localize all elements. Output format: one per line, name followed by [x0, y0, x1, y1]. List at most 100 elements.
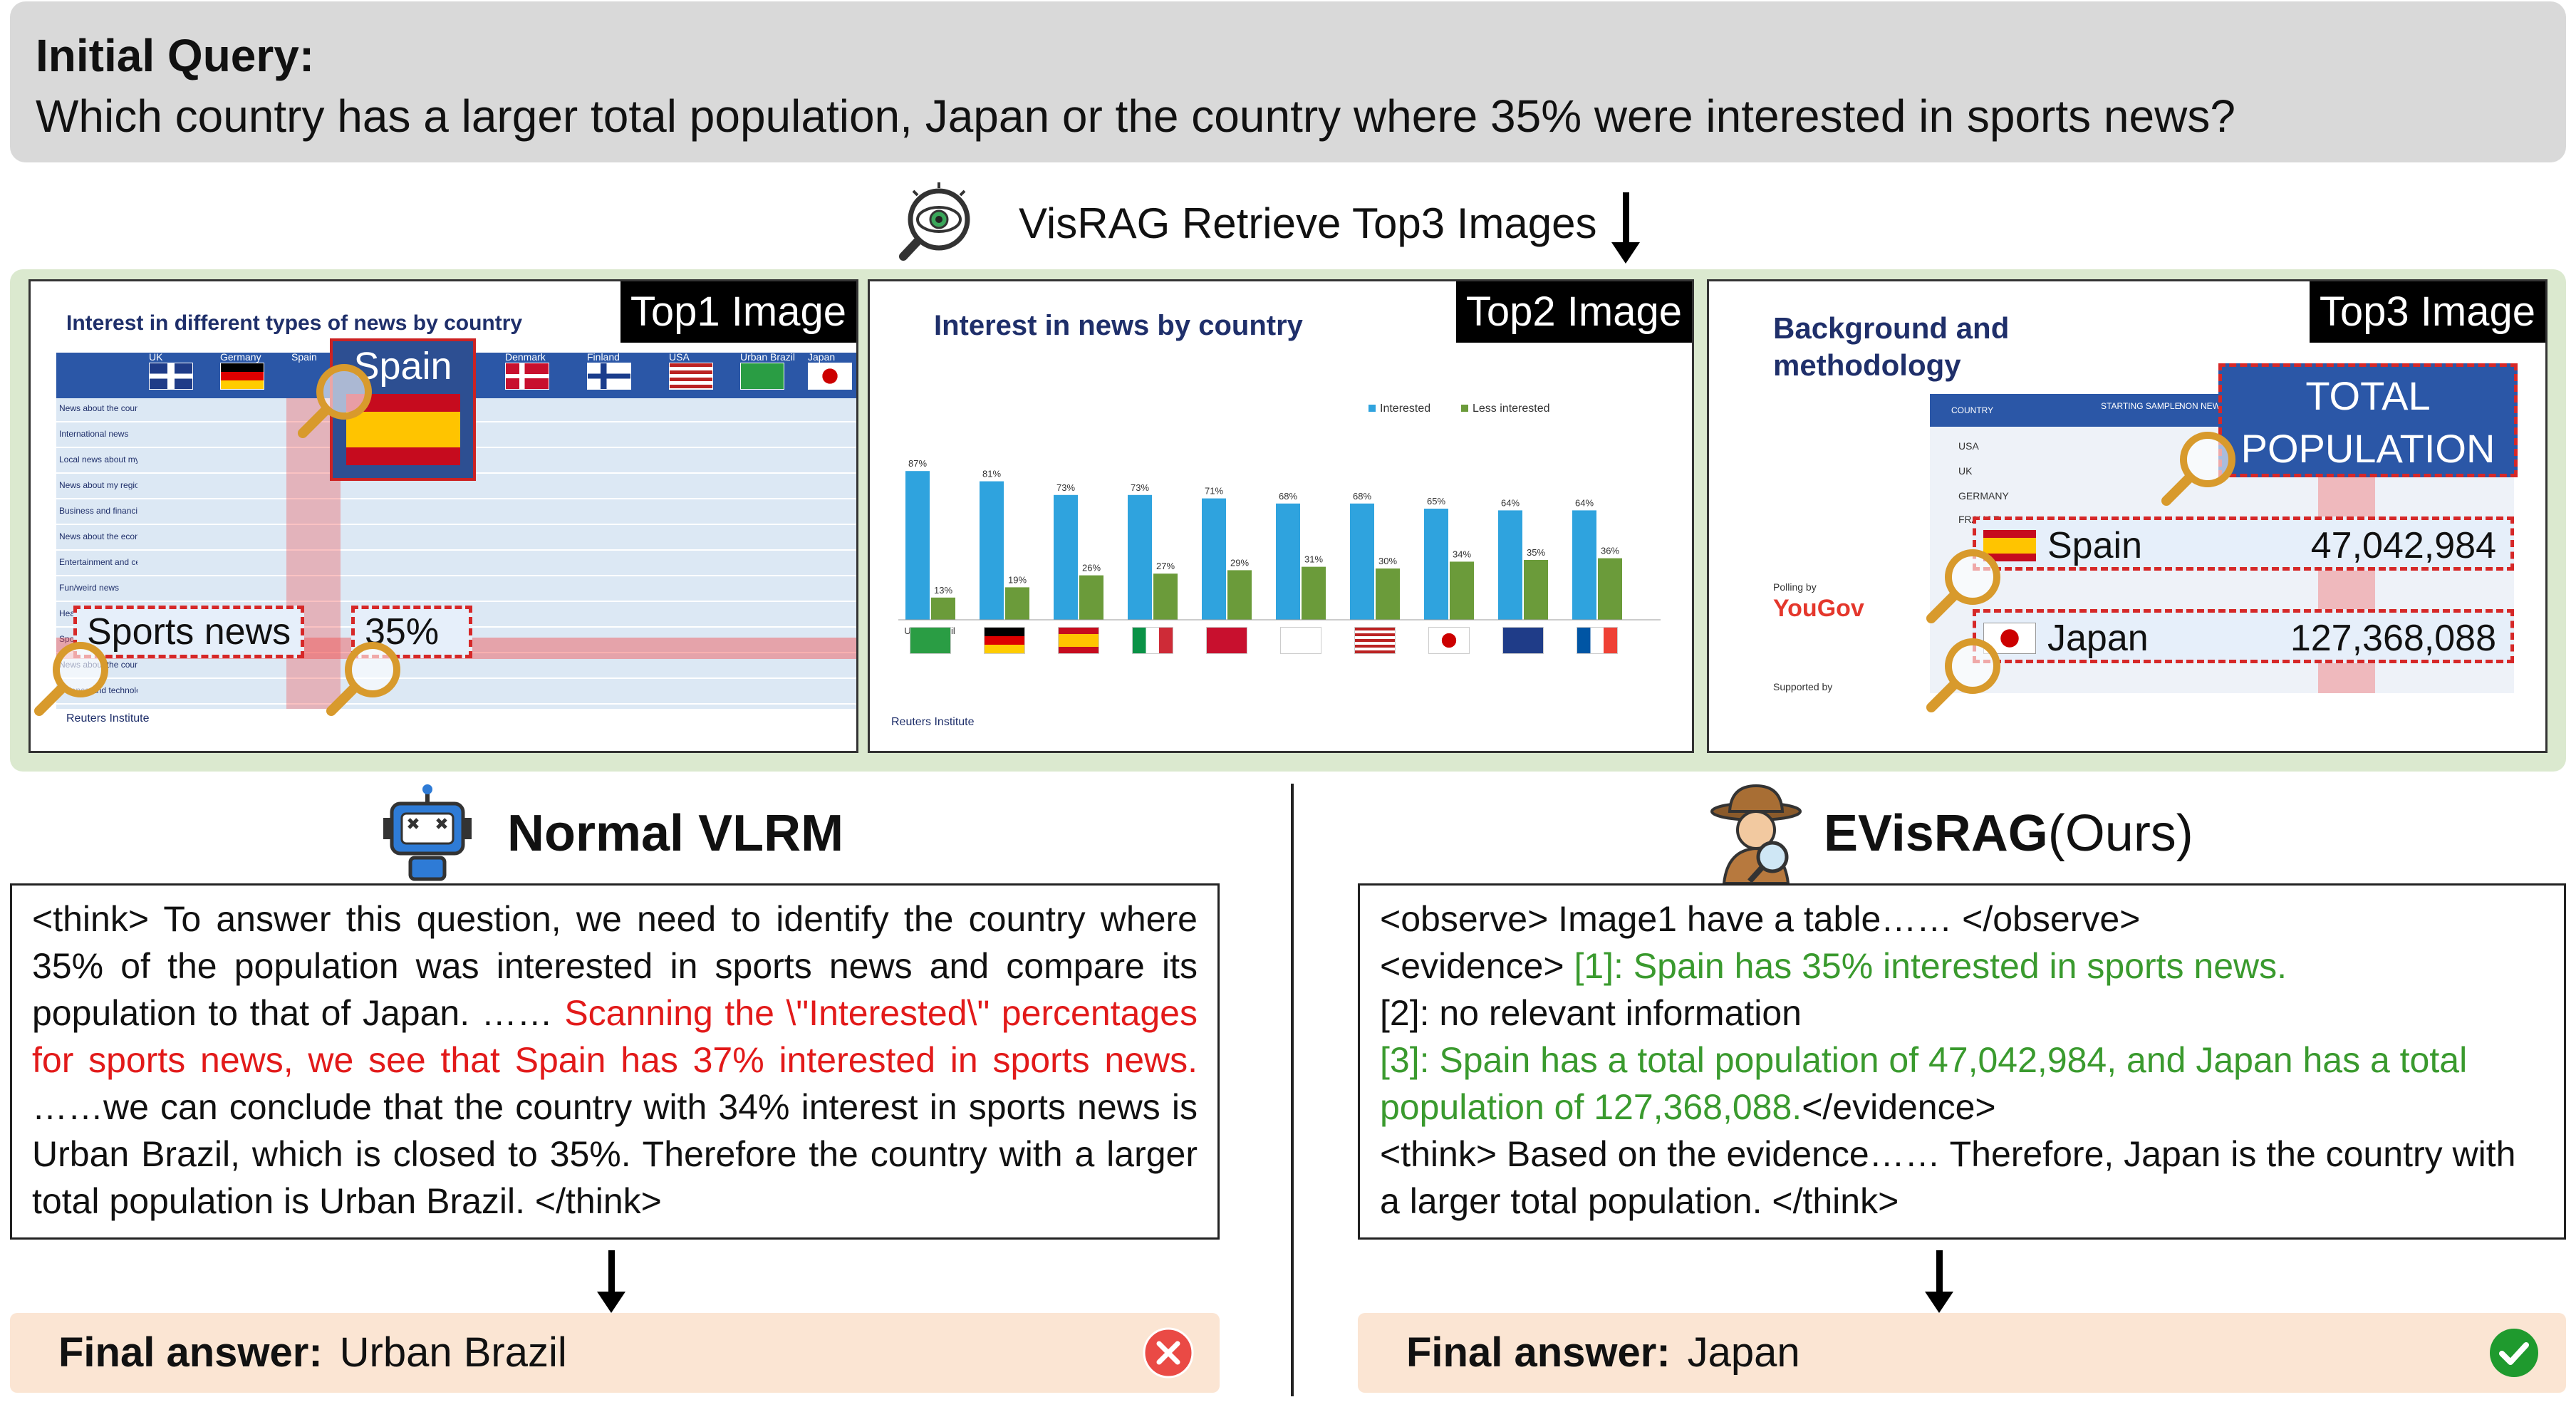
- bar-interested: [1572, 510, 1596, 620]
- bar-interested: [1128, 494, 1152, 620]
- answer-value: Japan: [1687, 1329, 1800, 1376]
- evidence-line-3: [3]: Spain has a total population of 47,…: [1380, 1040, 2468, 1127]
- think-line: <think> Based on the evidence…… Therefor…: [1380, 1134, 2516, 1221]
- bar-interested: [1424, 509, 1448, 620]
- answer-label: Final answer:: [1406, 1329, 1671, 1376]
- legend-interested: Interested: [1368, 403, 1430, 415]
- bar-value-label: 13%: [934, 585, 952, 596]
- top1-column-header: Urban Brazil: [740, 351, 796, 363]
- bar-less-interested: [1598, 558, 1622, 620]
- bar-interested: [905, 471, 930, 620]
- top2-footer: Reuters Institute: [891, 716, 975, 728]
- yougov-logo: YouGov: [1773, 595, 1864, 622]
- brazil-flag-icon: [740, 363, 784, 390]
- total-population-callout: TOTAL POPULATION: [2218, 363, 2518, 477]
- top3-label: Top3 Image: [2309, 281, 2545, 343]
- bar-less-interested: [1302, 566, 1326, 620]
- country-flag-icon: [984, 627, 1025, 654]
- evisrag-final-answer: Final answer: Japan: [1358, 1313, 2566, 1393]
- answer-value: Urban Brazil: [339, 1329, 567, 1376]
- spain-flag-icon: [1983, 530, 2036, 561]
- top2-label: Top2 Image: [1455, 281, 1692, 343]
- top1-title: Interest in different types of news by c…: [66, 311, 523, 335]
- top3-col-header: COUNTRY: [1951, 405, 1994, 415]
- country-flag-icon: [1577, 627, 1618, 654]
- top1-label: Top1 Image: [620, 281, 856, 343]
- magnifier-icon: [34, 642, 108, 716]
- bar-less-interested: [1153, 573, 1178, 620]
- magnifier-icon: [1926, 549, 2000, 623]
- top1-column-header: Japan: [808, 351, 836, 363]
- bar-value-label: 26%: [1082, 563, 1101, 573]
- bar-interested: [1350, 503, 1374, 620]
- normal-vlrm-heading: Normal VLRM: [507, 805, 844, 862]
- bar-less-interested: [1376, 568, 1400, 620]
- sports-news-callout: Sports news: [73, 606, 305, 658]
- bar-value-label: 68%: [1279, 491, 1297, 502]
- top1-table-row: Fun/weird news: [56, 578, 856, 602]
- top2-image-card: Interest in news by country Top2 Image I…: [868, 279, 1694, 753]
- interest-bar-chart: 87%13%Urban Brazil81%19%Germany73%26%Spa…: [898, 458, 1661, 636]
- query-text: Which country has a larger total populat…: [36, 90, 2235, 142]
- detective-icon: [1710, 784, 1802, 885]
- legend-less-interested: Less interested: [1461, 403, 1550, 415]
- top1-table-row: Science and technology news: [56, 680, 856, 705]
- top1-table-row: News about my region: [56, 475, 856, 499]
- top3-country-code: USA: [1958, 440, 1979, 452]
- bar-interested: [1202, 498, 1226, 620]
- bar-less-interested: [931, 597, 955, 620]
- top1-image-card: Interest in different types of news by c…: [28, 279, 858, 753]
- top1-table-row: Entertainment and celebrity news: [56, 552, 856, 576]
- japan-country-label: Japan: [2047, 618, 2149, 659]
- magnifier-icon: [326, 642, 400, 716]
- uk-flag-icon: [149, 363, 193, 390]
- bar-value-label: 29%: [1230, 557, 1249, 568]
- country-flag-icon: [910, 627, 951, 654]
- country-flag-icon: [1354, 627, 1396, 654]
- japan-population-row: Japan 127,368,088: [1973, 609, 2514, 663]
- country-flag-icon: [1428, 627, 1470, 654]
- spain-population-value: 47,042,984: [2310, 525, 2496, 566]
- retrieve-row: VisRAG Retrieve Top3 Images: [0, 178, 2576, 271]
- query-title: Initial Query:: [36, 30, 315, 81]
- top1-row-label: News about the country: [59, 404, 137, 412]
- bar-less-interested: [1227, 570, 1252, 620]
- bar-less-interested: [1524, 560, 1548, 620]
- top1-row-label: International news: [59, 430, 129, 438]
- bar-value-label: 19%: [1008, 574, 1027, 585]
- bar-interested: [1276, 503, 1300, 620]
- vlrm-text-error: Scanning the \"Interested\" percentages …: [32, 993, 1198, 1080]
- retrieve-text: VisRAG Retrieve Top3 Images: [1019, 199, 1597, 247]
- answer-label: Final answer:: [58, 1329, 323, 1376]
- top1-table-row: Business and financial news: [56, 501, 856, 525]
- bar-value-label: 71%: [1205, 486, 1223, 497]
- top1-column-header: Germany: [220, 351, 261, 363]
- top2-flags: [870, 627, 1689, 660]
- bar-interested: [980, 481, 1004, 620]
- top1-column-header: UK: [149, 351, 163, 363]
- japan-population-value: 127,368,088: [2290, 618, 2496, 659]
- magnifier-icon: [298, 364, 372, 438]
- top1-footer: Reuters Institute: [66, 712, 150, 725]
- spain-callout-label: Spain: [353, 345, 452, 388]
- vlrm-text-pre: <think> To answer this question, we need…: [32, 899, 1198, 1033]
- germany-flag-icon: [220, 363, 264, 390]
- bar-value-label: 68%: [1353, 491, 1371, 502]
- bar-interested: [1054, 494, 1078, 620]
- country-flag-icon: [1502, 627, 1544, 654]
- top3-col-header: STARTING SAMPLE: [2101, 401, 2181, 411]
- bar-less-interested: [1005, 587, 1029, 620]
- evidence-line-1: <evidence> [1]: Spain has 35% interested…: [1380, 946, 2287, 986]
- top1-column-header: USA: [669, 351, 690, 363]
- arrow-down-icon: [1925, 1250, 1953, 1314]
- top1-column-header: Denmark: [505, 351, 546, 363]
- observe-line: <observe> Image1 have a table…… </observ…: [1380, 899, 2141, 939]
- bar-value-label: 31%: [1304, 554, 1323, 565]
- country-flag-icon: [1280, 627, 1321, 654]
- vlrm-final-answer: Final answer: Urban Brazil: [10, 1313, 1220, 1393]
- spain-population-row: Spain 47,042,984: [1973, 516, 2514, 571]
- evisrag-output: <observe> Image1 have a table…… </observ…: [1358, 883, 2566, 1240]
- arrow-down-icon: [1611, 192, 1640, 264]
- bar-value-label: 34%: [1453, 549, 1471, 559]
- top3-country-code: UK: [1958, 465, 1973, 477]
